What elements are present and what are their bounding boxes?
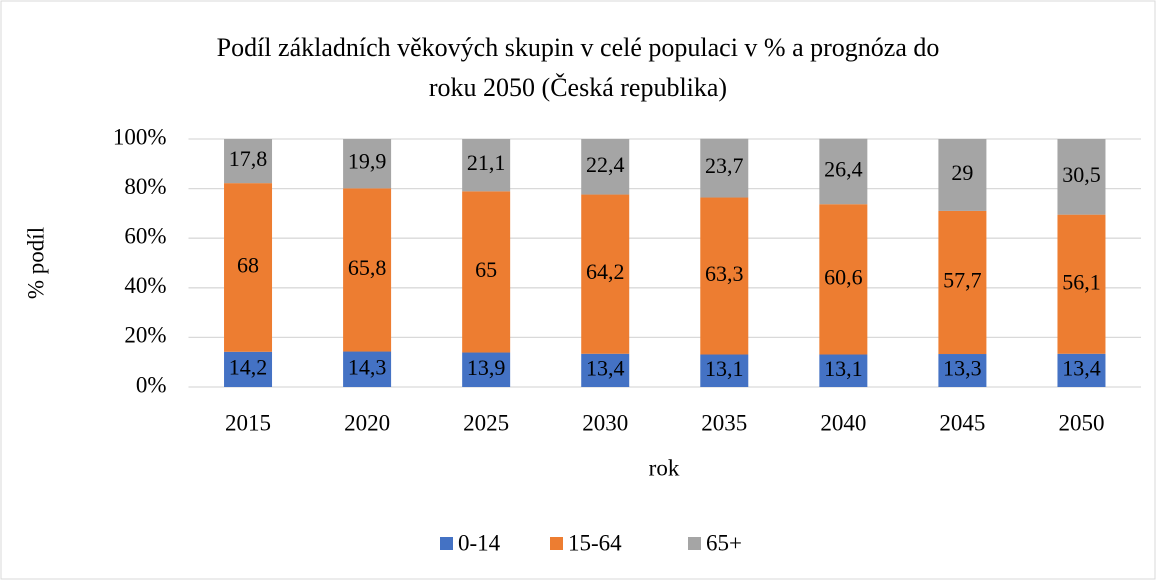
y-tick-label: 0% [136, 372, 167, 397]
bar-segment [700, 138, 749, 198]
data-label: 13,1 [705, 356, 744, 381]
bar-segment [581, 139, 630, 195]
data-label: 64,2 [586, 259, 625, 284]
y-tick-label: 80% [124, 174, 166, 199]
bar-segment [581, 194, 630, 354]
bar-segment [1057, 139, 1106, 215]
data-label: 65 [475, 257, 497, 282]
bar-segment [1057, 214, 1106, 354]
legend-label: 15-64 [568, 530, 622, 555]
bar-segment [700, 354, 749, 387]
data-label: 56,1 [1062, 269, 1101, 294]
data-label: 60,6 [824, 264, 863, 289]
y-tick-label: 40% [124, 273, 166, 298]
data-label: 63,3 [705, 261, 744, 286]
bar-segment [462, 191, 511, 353]
data-label: 29 [951, 160, 973, 185]
legend-label: 0-14 [458, 530, 501, 555]
bar-segment [938, 354, 987, 387]
x-tick-label: 2035 [701, 410, 747, 435]
legend-swatch [440, 537, 453, 550]
x-tick-label: 2050 [1058, 410, 1104, 435]
x-axis-label: rok [649, 455, 680, 480]
data-label: 14,3 [348, 354, 387, 379]
y-tick-label: 20% [124, 323, 166, 348]
bar-segment [343, 351, 392, 387]
bar-segment [343, 188, 392, 352]
data-label: 19,9 [348, 149, 387, 174]
bar-segment [224, 139, 273, 184]
bar-segment [819, 138, 868, 205]
data-label: 14,2 [229, 354, 268, 379]
bar-segment [462, 352, 511, 387]
data-label: 65,8 [348, 255, 387, 280]
data-label: 23,7 [705, 153, 744, 178]
bar-segment [819, 204, 868, 355]
bar-segment [938, 210, 987, 355]
legend-swatch [688, 537, 701, 550]
data-label: 21,1 [467, 150, 506, 175]
bar-segment [938, 139, 987, 211]
chart-title: roku 2050 (Česká republika) [429, 73, 727, 102]
bar-segment [224, 183, 273, 352]
y-tick-label: 100% [113, 124, 167, 149]
bar-segment [700, 197, 749, 355]
legend-label: 65+ [706, 530, 742, 555]
y-axis-label: % podíl [23, 227, 48, 299]
data-label: 22,4 [586, 152, 625, 177]
x-tick-label: 2020 [344, 410, 390, 435]
x-tick-label: 2045 [939, 410, 985, 435]
bar-segment [462, 139, 511, 192]
bar-segment [343, 139, 392, 189]
x-tick-label: 2015 [225, 410, 271, 435]
data-label: 17,8 [229, 146, 268, 171]
y-tick-label: 60% [124, 223, 166, 248]
bar-segment [224, 351, 273, 387]
chart-title: Podíl základních věkových skupin v celé … [217, 33, 940, 62]
x-tick-label: 2030 [582, 410, 628, 435]
data-label: 13,3 [943, 356, 982, 381]
legend-swatch [550, 537, 563, 550]
data-label: 13,9 [467, 355, 506, 380]
data-label: 57,7 [943, 268, 982, 293]
data-label: 13,4 [586, 355, 625, 380]
x-tick-label: 2025 [463, 410, 509, 435]
data-label: 26,4 [824, 157, 863, 182]
bar-segment [581, 353, 630, 387]
data-label: 68 [237, 253, 259, 278]
x-tick-label: 2040 [820, 410, 866, 435]
bar-segment [819, 354, 868, 387]
bar-segment [1057, 353, 1106, 387]
data-label: 13,1 [824, 356, 863, 381]
data-label: 30,5 [1062, 162, 1101, 187]
data-label: 13,4 [1062, 355, 1101, 380]
